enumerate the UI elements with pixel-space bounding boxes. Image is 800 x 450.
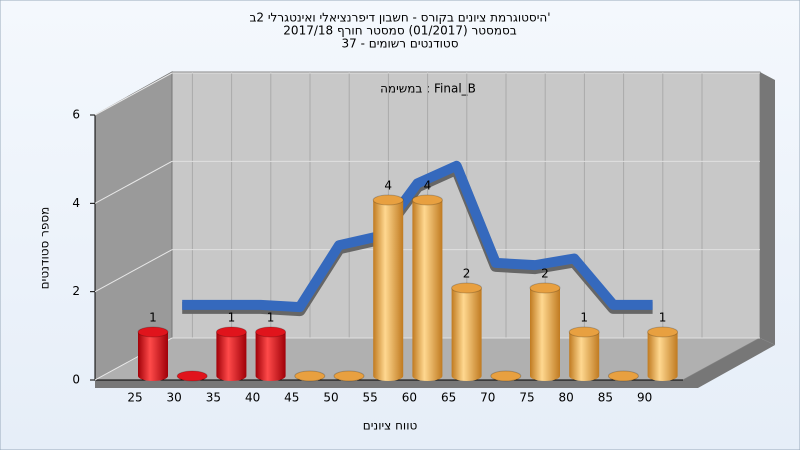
bar-top — [333, 370, 365, 382]
x-tick-label: 35 — [206, 391, 221, 405]
bar — [607, 370, 639, 382]
bar — [333, 370, 365, 382]
floor-shadow — [95, 338, 775, 388]
x-tick-label: 60 — [402, 391, 417, 405]
value-label: 4 — [384, 179, 392, 193]
bar-body — [451, 288, 482, 382]
x-tick-label: 65 — [441, 391, 456, 405]
value-label: 2 — [463, 267, 471, 281]
bar-top — [647, 326, 679, 338]
x-tick-label: 80 — [559, 391, 574, 405]
x-tick-label: 90 — [637, 391, 652, 405]
bar-body — [255, 332, 286, 382]
title-line: בסמסטר (01/2017) סמסטר חורף 2017/18 — [283, 24, 516, 38]
bar — [137, 326, 169, 381]
x-tick-label: 30 — [167, 391, 182, 405]
bar-body — [412, 200, 443, 382]
x-tick-label: 25 — [127, 391, 142, 405]
bar — [294, 370, 326, 382]
x-tick-label: 45 — [284, 391, 299, 405]
bar — [215, 326, 247, 381]
bar-top — [607, 370, 639, 382]
grid-line — [94, 249, 173, 293]
value-label: 4 — [424, 179, 432, 193]
bar-top — [294, 370, 326, 382]
x-tick-label: 85 — [598, 391, 613, 405]
x-tick-label: 70 — [480, 391, 495, 405]
bar-top — [529, 282, 561, 294]
bar-body — [216, 332, 247, 381]
y-tick-label: 2 — [72, 284, 80, 298]
bar-top — [568, 326, 600, 338]
bar-top — [490, 370, 522, 382]
grid-line — [94, 160, 173, 204]
y-tick-label: 6 — [72, 108, 80, 122]
bar-top — [137, 326, 169, 338]
title-line: היסטוגרמת ציונים בקורס - חשבון דיפרנציאל… — [249, 11, 550, 25]
bar-body — [138, 332, 168, 381]
y-axis-label: מספר סטודנטים — [38, 207, 52, 290]
value-label: 1 — [228, 311, 236, 325]
value-label: 2 — [541, 267, 549, 281]
x-tick-label: 55 — [363, 391, 378, 405]
y-tick-label: 4 — [72, 196, 80, 210]
trend-line — [182, 160, 653, 313]
bar-top — [451, 282, 483, 294]
x-tick-label: 40 — [245, 391, 260, 405]
grid-line — [94, 72, 173, 116]
bar-top — [176, 370, 208, 382]
x-tick-label: 75 — [519, 391, 534, 405]
bar — [176, 370, 208, 382]
bar-body — [569, 332, 600, 382]
bar-body — [373, 200, 404, 382]
bar — [411, 194, 443, 382]
bar — [490, 370, 522, 382]
bar-body — [647, 332, 678, 382]
bar-top — [372, 194, 404, 206]
bar — [647, 326, 679, 382]
bar-top — [411, 194, 443, 206]
bar — [529, 282, 561, 381]
y-tick-label: 0 — [72, 373, 80, 387]
value-label: 1 — [267, 311, 275, 325]
value-label: 1 — [580, 311, 588, 325]
value-label: 1 — [149, 311, 157, 325]
bar — [255, 326, 287, 382]
wall-shadow — [760, 72, 775, 345]
bar-top — [215, 326, 247, 338]
x-axis-label: טווח ציונים — [363, 419, 418, 433]
title-line: סטודנטים רשומים - 37 — [341, 37, 458, 51]
bar — [451, 282, 483, 382]
bar — [568, 326, 600, 382]
bar-top — [255, 326, 287, 338]
bar — [372, 194, 404, 382]
value-label: 1 — [659, 311, 667, 325]
x-tick-label: 50 — [323, 391, 338, 405]
bar-body — [530, 288, 560, 381]
